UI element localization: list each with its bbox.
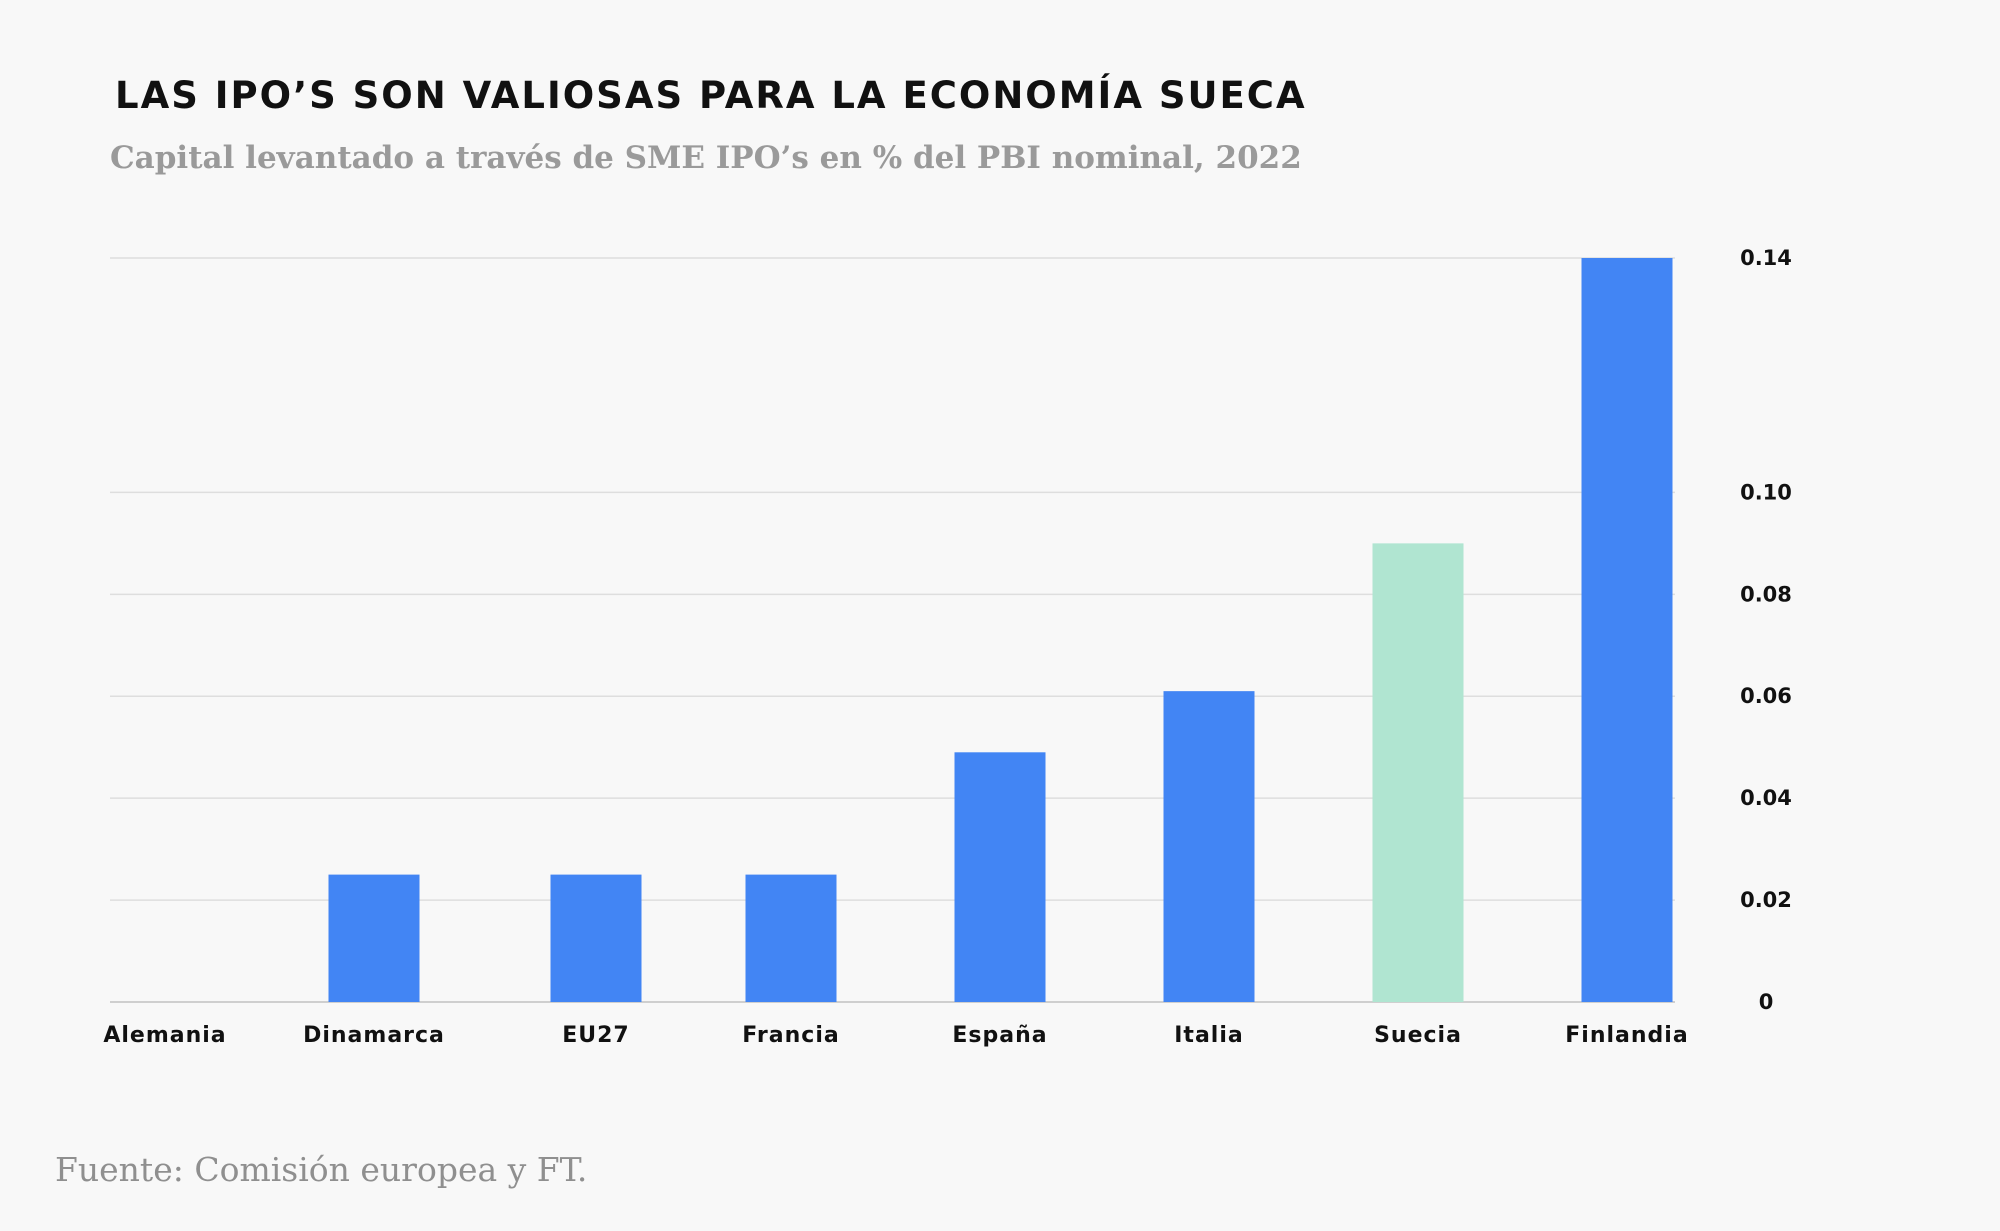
- x-tick-label: Francia: [742, 1023, 839, 1048]
- x-tick-label: Suecia: [1374, 1023, 1462, 1048]
- bar-francia: [745, 874, 837, 1002]
- bar-italia: [1163, 691, 1255, 1002]
- x-tick-label: EU27: [562, 1023, 630, 1048]
- source-note: Fuente: Comisión europea y FT.: [55, 1150, 588, 1189]
- y-tick-label: 0.04: [1740, 786, 1792, 810]
- y-tick-label: 0.02: [1740, 888, 1792, 912]
- chart-subtitle: Capital levantado a través de SME IPO’s …: [110, 140, 1302, 176]
- bar-finlandia: [1581, 258, 1673, 1002]
- bar-suecia: [1372, 543, 1464, 1002]
- bar-dinamarca: [328, 874, 420, 1002]
- y-tick-label: 0.06: [1740, 684, 1792, 708]
- chart-title: LAS IPO’S SON VALIOSAS PARA LA ECONOMÍA …: [115, 74, 1307, 117]
- x-tick-label: España: [952, 1023, 1047, 1048]
- x-axis-labels: Alemania Dinamarca EU27 Francia España Italia…: [103, 1023, 1688, 1048]
- bar-españa: [954, 752, 1046, 1002]
- y-tick-label: 0.10: [1740, 480, 1792, 504]
- x-tick-label: Alemania: [103, 1023, 226, 1048]
- x-tick-label: Dinamarca: [303, 1023, 445, 1048]
- bars: [328, 258, 1673, 1002]
- y-tick-label: 0.14: [1740, 246, 1792, 270]
- x-tick-label: Italia: [1174, 1023, 1243, 1048]
- y-tick-label: 0: [1759, 990, 1774, 1014]
- y-tick-label: 0.08: [1740, 582, 1792, 606]
- bar-eu27: [550, 874, 642, 1002]
- x-tick-label: Finlandia: [1565, 1023, 1688, 1048]
- y-axis-ticks: 0 0.02 0.04 0.06 0.08 0.10 0.14: [1740, 246, 1792, 1014]
